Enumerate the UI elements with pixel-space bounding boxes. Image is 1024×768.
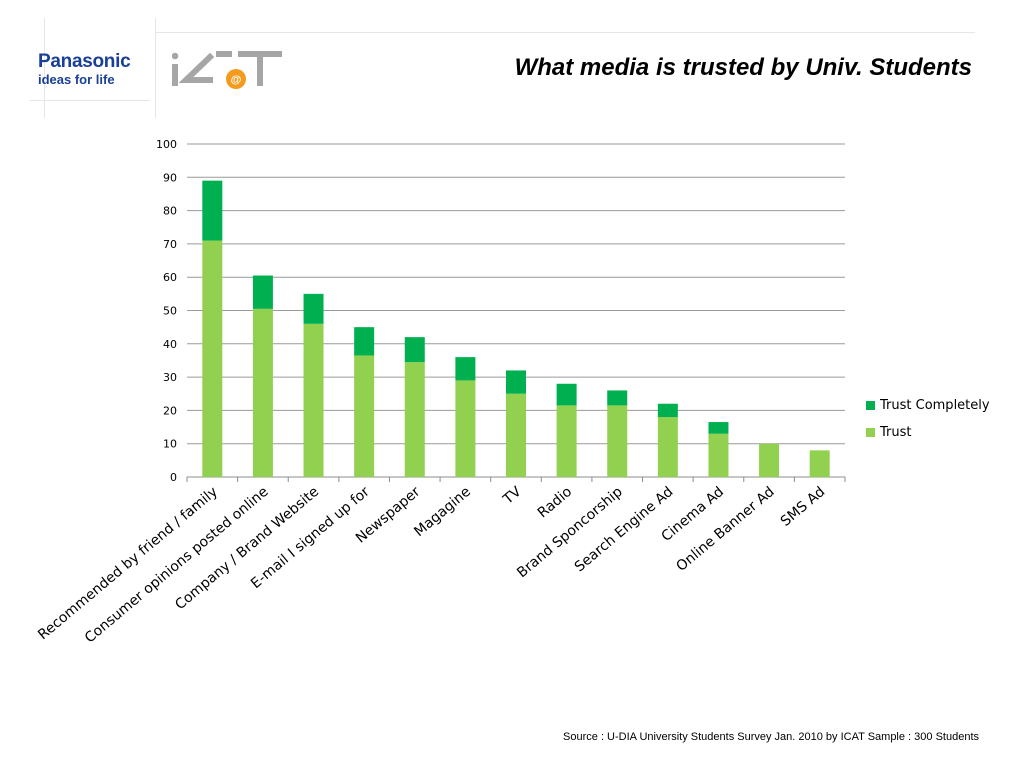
x-tick-label: Online Banner Ad (673, 484, 777, 575)
x-tick-label: Search Engine Ad (572, 484, 677, 575)
y-tick-label: 100 (156, 138, 177, 151)
legend-label: Trust Completely (880, 398, 990, 413)
panasonic-tagline: ideas for life (38, 72, 115, 87)
y-tick-label: 60 (163, 271, 177, 284)
bar-trust-completely (556, 383, 577, 406)
x-tick-label: TV (500, 484, 525, 509)
y-axis-ticks: 0 10 20 30 40 50 60 70 80 90 100 (156, 138, 177, 484)
y-tick-label: 90 (163, 171, 177, 184)
y-tick-label: 40 (163, 338, 177, 351)
bar-trust-completely (506, 370, 526, 394)
bar-trust-completely (404, 337, 425, 363)
legend-label: Trust (880, 425, 912, 440)
x-tick-label: Magagine (411, 484, 474, 540)
y-tick-label: 10 (163, 438, 177, 451)
y-tick-label: 70 (163, 238, 177, 251)
y-tick-label: 50 (163, 305, 177, 318)
bar-trust-completely (455, 357, 476, 381)
y-tick-label: 0 (170, 471, 177, 484)
guide-line (44, 18, 45, 118)
bar-trust (657, 417, 678, 477)
source-note: Source : U-DIA University Students Surve… (563, 731, 979, 743)
legend-item: Trust (866, 419, 990, 446)
icat-logo: @ (172, 51, 282, 89)
bar-trust (404, 362, 425, 477)
legend-swatch (866, 401, 875, 410)
legend-item: Trust Completely (866, 392, 990, 419)
x-tick-label: SMS Ad (778, 484, 829, 530)
bar-trust (708, 433, 729, 477)
y-tick-label: 30 (163, 371, 177, 384)
bar-trust (455, 380, 476, 477)
bar-trust-completely (607, 390, 628, 406)
bar-trust-completely (657, 403, 678, 418)
page-title: What media is trusted by Univ. Students (514, 54, 972, 81)
bar-trust (809, 450, 830, 477)
x-tick-label: Recommended by friend / family (35, 484, 221, 643)
bar-trust-completely (708, 422, 729, 434)
y-tick-label: 20 (163, 404, 177, 417)
bar-trust-completely (202, 180, 223, 241)
bar-trust (202, 240, 223, 477)
guide-line (155, 32, 975, 33)
guide-line (155, 18, 156, 118)
bar-trust-completely (354, 327, 375, 356)
panasonic-brand: Panasonic (38, 51, 131, 72)
x-tick-label: Consumer opinions posted online (82, 484, 272, 647)
bar-trust (252, 308, 273, 477)
x-tick-label: Radio (535, 484, 575, 522)
bar-trust-completely (252, 275, 273, 309)
bar-trust (607, 405, 628, 477)
chart-legend: Trust Completely Trust (866, 392, 990, 446)
bar-trust (354, 355, 375, 477)
bar-trust (303, 323, 324, 477)
bar-trust (759, 443, 780, 477)
panasonic-logo: Panasonic ideas for life (38, 51, 131, 88)
bar-trust (556, 405, 577, 477)
bars (202, 180, 830, 477)
svg-text:@: @ (231, 74, 242, 86)
bar-trust-completely (303, 293, 324, 324)
bar-trust (506, 393, 526, 477)
guide-line (30, 100, 150, 101)
y-tick-label: 80 (163, 205, 177, 218)
legend-swatch (866, 428, 875, 437)
